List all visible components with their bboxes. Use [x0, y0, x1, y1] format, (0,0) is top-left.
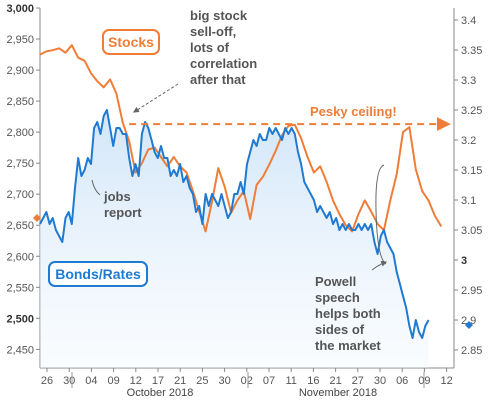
bonds-area [40, 110, 429, 368]
right-axis-ticks: 3.4 3.35 3.3 3.25 3.2 3.15 3.1 3.05 3 2.95 2.9 2.85 [454, 15, 482, 357]
bonds-area-layer [40, 110, 429, 368]
stocks-line [39, 44, 443, 233]
x-tick-label: 26 [41, 375, 53, 387]
bonds-callout-box [48, 261, 148, 287]
x-tick-label: 17 [152, 375, 164, 387]
x-tick-label: 12 [130, 375, 142, 387]
left-tick-label: 2,550 [6, 282, 34, 294]
left-tick-label: 2,500 [6, 313, 34, 325]
month-label-november: November 2018 [299, 387, 377, 399]
x-tick-label: 21 [329, 375, 341, 387]
stocks-callout-label: Stocks [108, 34, 154, 50]
left-tick-label: 2,750 [6, 158, 34, 170]
right-tick-label: 2.85 [461, 345, 482, 357]
right-tick-label: 3.05 [461, 225, 482, 237]
stocks-callout-box [102, 29, 160, 55]
right-tick-label: 3 [461, 255, 467, 267]
left-tick-label: 3,000 [6, 3, 34, 15]
x-tick-label: 30 [218, 375, 230, 387]
x-tick-label: 25 [196, 375, 208, 387]
x-tick-label: 07 [263, 375, 275, 387]
right-tick-label: 2.9 [461, 315, 476, 327]
jobs-report-pointer [91, 179, 101, 196]
right-tick-label: 3.25 [461, 105, 482, 117]
x-tick-label: 02 [241, 375, 253, 387]
left-tick-label: 2,650 [6, 220, 34, 232]
right-tick-label: 3.35 [461, 45, 482, 57]
right-axis-marker [465, 321, 473, 329]
x-tick-label: 09 [107, 375, 119, 387]
right-tick-label: 2.95 [461, 285, 482, 297]
powell-bracket [375, 164, 387, 265]
left-tick-label: 2,900 [6, 65, 34, 77]
powell-pointer [371, 260, 388, 271]
x-tick-label: 30 [374, 375, 386, 387]
pesky-ceiling-label: Pesky ceiling! [310, 104, 397, 119]
selloff-annotation-pointer [132, 83, 179, 113]
right-tick-label: 3.2 [461, 135, 476, 147]
x-tick-label: 21 [174, 375, 186, 387]
right-tick-label: 3.1 [461, 195, 476, 207]
right-tick-label: 3.15 [461, 165, 482, 177]
x-tick-label: 04 [85, 375, 97, 387]
month-label-october: October 2018 [127, 387, 194, 399]
bonds-line [39, 109, 430, 339]
selloff-annotation: big stock sell-off, lots of correlation … [190, 8, 261, 87]
left-tick-label: 2,850 [6, 96, 34, 108]
x-tick-label: 11 [285, 375, 296, 387]
powell-annotation: Powell speech helps both sides of the ma… [315, 274, 384, 353]
jobs-report-annotation: jobs report [103, 189, 142, 220]
x-tick-label: 06 [396, 375, 408, 387]
left-tick-label: 2,700 [6, 189, 34, 201]
left-tick-label: 2,800 [6, 127, 34, 139]
stocks-line-layer [39, 44, 443, 233]
left-tick-label: 2,950 [6, 34, 34, 46]
x-tick-label: 12 [440, 375, 452, 387]
left-axis-marker [33, 214, 41, 222]
x-tick-label: 30 [63, 375, 75, 387]
right-tick-label: 3.4 [461, 15, 476, 27]
x-tick-label: 16 [307, 375, 319, 387]
right-tick-label: 3.3 [461, 75, 476, 87]
bonds-callout-label: Bonds/Rates [55, 266, 141, 282]
left-axis-ticks: 3,000 2,950 2,900 2,850 2,800 2,750 2,700 2,650… [6, 3, 40, 356]
left-tick-label: 2,600 [6, 251, 34, 263]
x-tick-label: 27 [352, 375, 364, 387]
x-axis-ticks: 26300409121721253002071116212730060912 [41, 368, 453, 387]
bonds-line-layer [39, 109, 430, 339]
left-tick-label: 2,450 [6, 344, 34, 356]
